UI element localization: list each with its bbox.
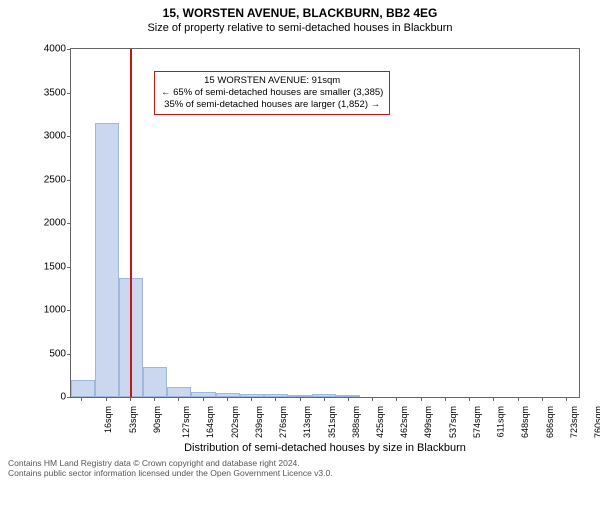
x-tick-label: 574sqm bbox=[472, 406, 482, 438]
histogram-bar bbox=[336, 395, 360, 397]
x-tick-label: 53sqm bbox=[128, 406, 138, 433]
x-tick-label: 388sqm bbox=[351, 406, 361, 438]
histogram-bar bbox=[95, 123, 119, 397]
footer-line-2: Contains public sector information licen… bbox=[8, 468, 592, 478]
x-tick-label: 90sqm bbox=[152, 406, 162, 433]
x-tick-label: 313sqm bbox=[302, 406, 312, 438]
histogram-bar bbox=[264, 394, 288, 397]
footer-text: Contains HM Land Registry data © Crown c… bbox=[0, 456, 600, 478]
x-tick-label: 499sqm bbox=[423, 406, 433, 438]
x-tick-label: 351sqm bbox=[327, 406, 337, 438]
x-tick-label: 723sqm bbox=[569, 406, 579, 438]
histogram-bar bbox=[191, 392, 215, 397]
annotation-line-3: 35% of semi-detached houses are larger (… bbox=[161, 99, 383, 111]
x-tick-label: 425sqm bbox=[375, 406, 385, 438]
annotation-box: 15 WORSTEN AVENUE: 91sqm ← 65% of semi-d… bbox=[154, 71, 390, 115]
x-tick-label: 462sqm bbox=[399, 406, 409, 438]
chart-container: 15, WORSTEN AVENUE, BLACKBURN, BB2 4EG S… bbox=[0, 6, 600, 506]
x-axis-label: Distribution of semi-detached houses by … bbox=[70, 442, 580, 454]
histogram-bar bbox=[240, 394, 264, 397]
footer-line-1: Contains HM Land Registry data © Crown c… bbox=[8, 458, 592, 468]
chart-area: Number of semi-detached properties 05001… bbox=[0, 38, 600, 456]
histogram-bar bbox=[167, 387, 191, 397]
histogram-bar bbox=[288, 395, 312, 397]
x-tick-label: 760sqm bbox=[593, 406, 600, 438]
x-tick-label: 239sqm bbox=[254, 406, 264, 438]
annotation-line-2: ← 65% of semi-detached houses are smalle… bbox=[161, 87, 383, 99]
x-tick-label: 648sqm bbox=[520, 406, 530, 438]
annotation-line-1: 15 WORSTEN AVENUE: 91sqm bbox=[161, 75, 383, 87]
marker-line bbox=[130, 49, 132, 397]
chart-title: 15, WORSTEN AVENUE, BLACKBURN, BB2 4EG bbox=[0, 6, 600, 20]
x-tick-label: 537sqm bbox=[448, 406, 458, 438]
x-tick-label: 611sqm bbox=[495, 406, 505, 437]
x-tick-label: 276sqm bbox=[278, 406, 288, 438]
histogram-bar bbox=[71, 380, 95, 397]
histogram-bar bbox=[143, 367, 167, 397]
x-tick-label: 127sqm bbox=[181, 406, 191, 438]
x-tick-label: 686sqm bbox=[545, 406, 555, 438]
histogram-bar bbox=[216, 393, 240, 397]
x-tick-label: 202sqm bbox=[230, 406, 240, 438]
x-tick-label: 16sqm bbox=[103, 406, 113, 433]
histogram-bar bbox=[312, 394, 336, 397]
x-tick-label: 164sqm bbox=[205, 406, 215, 438]
chart-subtitle: Size of property relative to semi-detach… bbox=[0, 22, 600, 34]
plot-area: 0500100015002000250030003500400016sqm53s… bbox=[70, 48, 580, 398]
